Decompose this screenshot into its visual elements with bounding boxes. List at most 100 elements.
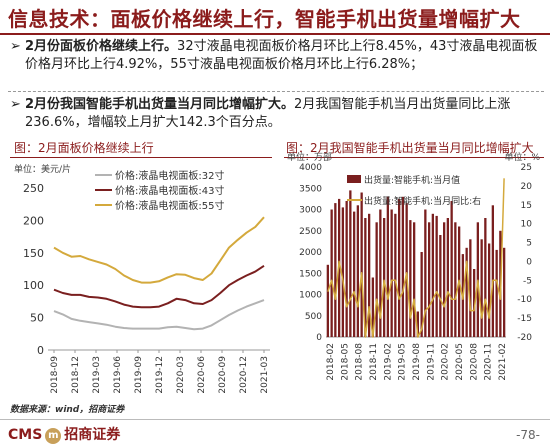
x-tick-label: 2019-02 (383, 343, 393, 381)
right-y-tick-label: -5 (523, 276, 532, 286)
page-number: -78- (516, 428, 540, 442)
x-tick-label: 2018-11 (369, 343, 379, 381)
left-y-tick-label: 3000 (299, 206, 322, 216)
x-tick-label: 2020-02 (441, 343, 451, 381)
footer-rule (0, 419, 550, 420)
x-tick-label: 2020-09 (218, 356, 228, 394)
x-tick-label: 2019-09 (134, 356, 144, 394)
shipment-bar (431, 213, 434, 338)
shipment-bar (334, 203, 337, 337)
shipment-bar (349, 190, 352, 337)
x-tick-label: 2020-12 (239, 356, 249, 394)
x-tick-label: 2018-08 (355, 343, 365, 381)
x-tick-label: 2020-03 (176, 356, 186, 394)
x-tick-label: 2020-08 (469, 343, 479, 381)
shipment-bar (439, 235, 442, 337)
shipment-bar (446, 218, 449, 337)
right-y-tick-label: 25 (521, 163, 532, 173)
legend-label-bar: 出货量:智能手机:当月值 (364, 174, 460, 186)
shipment-bar (386, 196, 389, 338)
chart-1-title: 图：2月面板价格继续上行 (14, 141, 154, 155)
series-line-2 (53, 264, 265, 309)
series-line-1 (53, 299, 265, 331)
left-y-tick-label: 0 (316, 333, 322, 343)
bullet-panel-prices: ➢ 2月份面板价格继续上行。32寸液晶电视面板价格月环比上行8.45%，43寸液… (10, 38, 543, 74)
x-tick-label: 2018-05 (340, 343, 350, 381)
left-y-tick-label: 1500 (299, 269, 322, 279)
shipment-bar (401, 196, 404, 338)
shipment-bar (353, 211, 356, 337)
bullet-1-headline: 2月份面板价格继续上行。 (25, 39, 178, 54)
shipment-bar (454, 222, 457, 338)
shipment-bar (424, 209, 427, 337)
bullet-1-body: 32寸液晶电视面板价格月环比上行8.45%，43寸液晶电视面板价格月环比上行4.… (25, 39, 538, 72)
shipment-bar (326, 264, 329, 338)
shipment-bar (383, 218, 386, 337)
logo-mark-icon: m (45, 428, 62, 444)
x-tick-label: 2019-05 (398, 343, 408, 381)
x-tick-label: 2019-11 (426, 343, 436, 381)
shipment-bar (375, 222, 378, 338)
data-source-note: 数据来源：wind，招商证券 (10, 405, 125, 415)
shipment-bar (390, 209, 393, 337)
right-y-tick-label: 15 (521, 201, 532, 211)
y-tick-label: 200 (23, 214, 44, 227)
series-line-3 (53, 216, 265, 284)
left-y-tick-label: 4000 (299, 163, 322, 173)
shipment-bar (465, 247, 468, 338)
shipment-bar (484, 218, 487, 337)
x-tick-label: 2019-03 (92, 356, 102, 394)
x-tick-label: 2018-02 (326, 343, 336, 381)
chart-1-unit-label: 单位：美元/片 (14, 163, 71, 175)
left-y-tick-label: 2500 (299, 227, 322, 237)
shipment-bar (356, 205, 359, 338)
bullet-2-body: 2月我国智能手机当月出货量同比上涨236.6%，增幅较上月扩大142.3个百分点… (25, 97, 511, 130)
shipment-bar (330, 209, 333, 337)
bullet-smartphone-shipments: ➢ 2月份我国智能手机出货量当月同比增幅扩大。2月我国智能手机当月出货量同比上涨… (10, 96, 543, 132)
shipment-bar (341, 207, 344, 337)
shipment-bar (443, 222, 446, 338)
shipment-bar (409, 220, 412, 337)
shipment-bar (413, 222, 416, 338)
y-tick-label: 150 (23, 247, 44, 260)
right-y-tick-label: 20 (521, 182, 533, 192)
shipment-bar (488, 243, 491, 337)
shipment-bar (480, 239, 483, 338)
y-tick-label: 50 (30, 312, 44, 325)
y-tick-label: 100 (23, 279, 44, 292)
right-y-tick-label: 5 (526, 239, 532, 249)
x-tick-label: 2021-03 (260, 356, 270, 394)
shipment-bar (405, 203, 408, 337)
shipment-bar (469, 239, 472, 338)
chart-2-title-rule (284, 157, 544, 158)
left-y-tick-label: 1000 (299, 291, 322, 301)
shipment-bar (450, 201, 453, 337)
company-logo: CMS m 招商证券 (8, 427, 121, 444)
shipment-bar (379, 209, 382, 337)
shipment-bar (398, 198, 401, 337)
x-tick-label: 2019-12 (155, 356, 165, 394)
x-tick-label: 2019-08 (412, 343, 422, 381)
chart-1-title-rule (10, 157, 272, 158)
right-y-tick-label: -20 (517, 333, 532, 343)
right-y-tick-label: 0 (526, 257, 532, 267)
left-y-tick-label: 2000 (299, 248, 322, 258)
shipment-bar (491, 205, 494, 338)
shipment-bar (364, 218, 367, 337)
shipment-bar (371, 277, 374, 337)
yoy-growth-line (327, 178, 505, 338)
bullet-2-headline: 2月份我国智能手机出货量当月同比增幅扩大。 (25, 97, 295, 112)
x-tick-label: 2018-12 (71, 356, 81, 394)
legend-label: 价格:液晶电视面板:43寸 (115, 184, 224, 197)
x-tick-label: 2018-09 (50, 356, 60, 394)
legend-swatch-bar (347, 175, 361, 183)
x-tick-label: 2019-06 (113, 356, 123, 394)
page-title: 信息技术：面板价格继续上行，智能手机出货量增幅扩大 (8, 7, 521, 31)
shipment-bar (428, 222, 431, 338)
bullet-arrow-icon: ➢ (10, 39, 21, 54)
shipment-bar (394, 213, 397, 338)
chart-2-right-unit-label: 单位：% (504, 151, 540, 163)
y-tick-label: 0 (37, 344, 44, 357)
